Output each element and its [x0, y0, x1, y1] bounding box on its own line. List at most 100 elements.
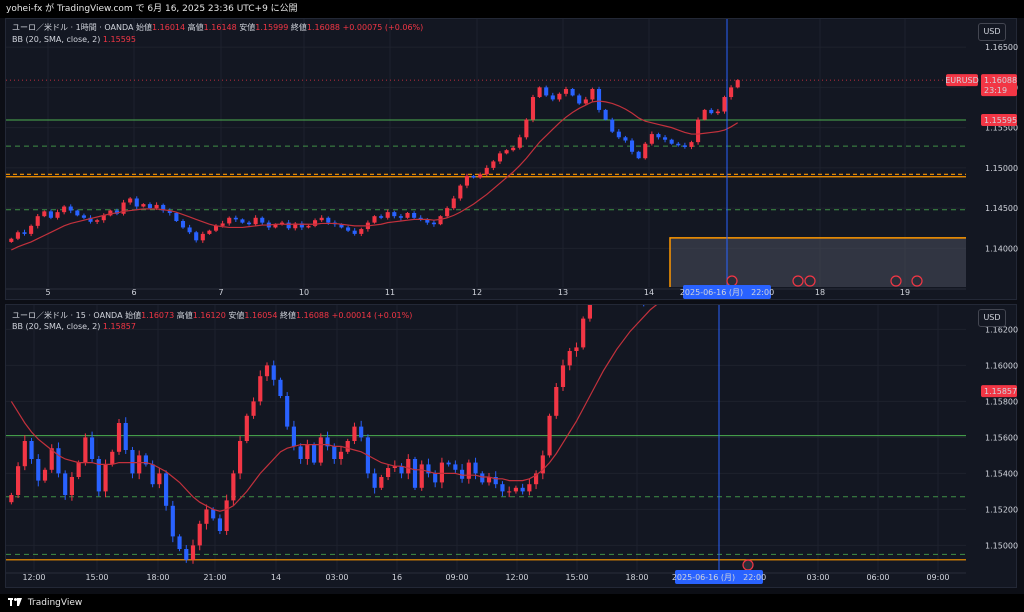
chart-canvas-1h[interactable]: 1.165001.160001.155001.150001.145001.140…: [6, 19, 1018, 301]
candle: [616, 131, 621, 138]
candle: [207, 230, 212, 234]
candle: [352, 426, 357, 441]
candle: [170, 505, 175, 537]
countdown-tag: 23:19: [984, 86, 1007, 95]
bb-legend-1h[interactable]: BB (20, SMA, close, 2) 1.15595: [12, 35, 136, 44]
candle: [352, 230, 357, 234]
candle: [493, 477, 498, 485]
candle: [669, 139, 674, 144]
candle: [88, 217, 93, 222]
candle: [346, 227, 351, 231]
candle: [96, 459, 101, 492]
candle: [253, 217, 258, 225]
candle: [174, 212, 179, 222]
candle: [500, 484, 505, 492]
candle: [55, 212, 60, 218]
candle: [554, 387, 559, 416]
legend-open: 1.16073: [141, 311, 175, 320]
time-axis-label: 5: [45, 288, 50, 297]
candle: [550, 95, 555, 100]
candle: [108, 210, 113, 216]
candle: [418, 217, 423, 220]
legend-open: 1.16014: [152, 23, 186, 32]
candle: [504, 150, 509, 154]
candle: [101, 215, 106, 221]
candle: [359, 229, 364, 234]
candle: [187, 227, 192, 233]
currency-button[interactable]: USD: [978, 23, 1006, 41]
time-axis-label: 12:00: [22, 573, 45, 582]
level-tag-box: [981, 113, 1017, 126]
event-range-border: [669, 237, 966, 287]
level-tag-box: [981, 385, 1017, 398]
candle: [161, 204, 166, 211]
candle: [75, 210, 80, 216]
price-axis-label: 1.16000: [985, 361, 1018, 370]
candle: [385, 212, 390, 218]
time-axis-label: 14: [644, 288, 654, 297]
candle: [433, 473, 438, 483]
candle: [291, 426, 296, 447]
candle: [359, 426, 364, 438]
price-axis-label: 1.15000: [985, 164, 1018, 173]
economic-event-icon: [804, 275, 816, 287]
legend-close-label: 終値: [280, 311, 297, 320]
candle: [610, 119, 615, 132]
candle: [116, 423, 122, 452]
economic-event-icon: [911, 275, 923, 287]
economic-event-icon: [792, 275, 804, 287]
legend-change: +0.00075 (+0.06%): [342, 23, 424, 32]
legend-change: +0.00014 (+0.01%): [331, 311, 413, 320]
candle: [83, 437, 88, 463]
candle: [285, 396, 290, 427]
time-axis-label: 12:00: [505, 573, 528, 582]
economic-event-icon: [726, 275, 738, 287]
chart-pane-1h[interactable]: 1.165001.160001.155001.150001.145001.140…: [5, 18, 1018, 301]
candle: [458, 185, 463, 199]
price-axis-label: 1.15000: [985, 541, 1018, 550]
candle: [540, 455, 545, 474]
economic-event-icon: [890, 275, 902, 287]
price-axis-label: 1.15600: [985, 433, 1018, 442]
legend-open-label: 始値: [136, 23, 152, 32]
candle: [141, 204, 146, 207]
chart-canvas-15m[interactable]: 1.16200 1.16000 1.15800 1.15600 1.15400 1.152…: [6, 305, 1018, 589]
time-axis-label: 7: [218, 288, 223, 297]
candle: [35, 216, 40, 226]
candle: [534, 473, 539, 485]
chart-pane-15m[interactable]: 1.16200 1.16000 1.15800 1.15600 1.15400 1.152…: [5, 304, 1018, 589]
price-axis-label: 1.15500: [985, 124, 1018, 133]
bb-legend-15m[interactable]: BB (20, SMA, close, 2) 1.15857: [12, 322, 136, 331]
candle: [520, 487, 525, 492]
candle: [392, 466, 397, 468]
time-axis-label: 06:00: [866, 573, 889, 582]
time-axis-label: 18:00: [146, 573, 169, 582]
candle: [636, 151, 641, 159]
candle: [29, 225, 34, 234]
candle: [486, 477, 492, 483]
economic-event-icon: [742, 559, 754, 571]
candle: [581, 318, 586, 348]
bb-basis-line: [11, 100, 739, 251]
bb-value: 1.15595: [102, 35, 136, 44]
price-axis-label: 1.14500: [985, 204, 1018, 213]
candle: [649, 134, 654, 144]
candle: [150, 464, 155, 485]
time-axis-label: 10: [299, 288, 309, 297]
candle: [438, 216, 443, 225]
candle: [419, 464, 424, 488]
bb-value: 1.15857: [102, 322, 136, 331]
candle: [338, 451, 344, 459]
candle: [547, 415, 552, 456]
candle: [190, 545, 196, 560]
currency-button[interactable]: USD: [978, 309, 1006, 327]
candle: [392, 212, 397, 217]
candle: [715, 111, 720, 114]
legend-high: 1.16148: [203, 23, 237, 32]
candle: [623, 137, 628, 141]
candle: [103, 464, 108, 492]
candle: [696, 119, 701, 143]
symbol-tag-box: [946, 74, 978, 87]
price-axis-label: 1.15400: [985, 469, 1018, 478]
candle: [62, 206, 67, 213]
